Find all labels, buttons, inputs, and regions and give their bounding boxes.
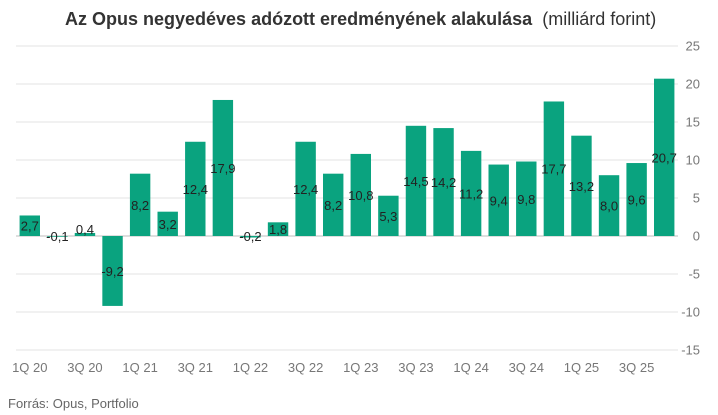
data-label: 8,2 bbox=[324, 198, 342, 213]
bar bbox=[295, 141, 316, 236]
chart-title-main: Az Opus negyedéves adózott eredményének … bbox=[65, 9, 533, 29]
x-tick-label: 1Q 21 bbox=[122, 360, 157, 375]
x-tick-label: 3Q 24 bbox=[509, 360, 544, 375]
y-tick-label: 5 bbox=[693, 191, 700, 206]
data-label: 12,4 bbox=[293, 182, 318, 197]
x-tick-label: 1Q 22 bbox=[233, 360, 268, 375]
x-tick-label: 1Q 24 bbox=[453, 360, 488, 375]
bars bbox=[19, 78, 675, 306]
y-tick-label: 0 bbox=[693, 229, 700, 244]
data-label: -0,2 bbox=[239, 229, 261, 244]
x-tick-label: 3Q 21 bbox=[178, 360, 213, 375]
bar bbox=[212, 99, 234, 237]
bar bbox=[185, 141, 206, 236]
data-label: 14,2 bbox=[431, 175, 456, 190]
y-tick-label: 20 bbox=[686, 77, 700, 92]
bar bbox=[405, 125, 427, 236]
data-label: 9,8 bbox=[517, 192, 535, 207]
bar bbox=[267, 222, 289, 236]
bar bbox=[460, 150, 482, 236]
data-label: 9,4 bbox=[490, 193, 508, 208]
bar bbox=[543, 101, 565, 236]
x-tick-label: 3Q 23 bbox=[398, 360, 433, 375]
bar bbox=[240, 236, 261, 238]
data-label: 8,0 bbox=[600, 199, 618, 214]
data-labels: 2,7-0,1 0,4-9,28,23,212,417,9-0,2 1,812,48… bbox=[21, 150, 677, 279]
chart-title-unit: (milliárd forint) bbox=[542, 9, 656, 29]
bar bbox=[516, 161, 537, 236]
data-label: 9,6 bbox=[628, 193, 646, 208]
x-tick-label: 3Q 22 bbox=[288, 360, 323, 375]
data-label: 5,3 bbox=[379, 209, 397, 224]
x-tick-label: 1Q 25 bbox=[564, 360, 599, 375]
x-tick-label: 1Q 23 bbox=[343, 360, 378, 375]
data-label: 0,4 bbox=[76, 222, 94, 237]
data-label: 17,9 bbox=[210, 161, 235, 176]
bar bbox=[598, 175, 620, 236]
bar bbox=[323, 173, 344, 236]
bar bbox=[378, 195, 399, 236]
data-label: 2,7 bbox=[21, 219, 39, 234]
data-label: 13,2 bbox=[569, 179, 594, 194]
y-tick-label: -5 bbox=[688, 267, 700, 282]
gridlines bbox=[16, 45, 678, 351]
bar bbox=[350, 153, 371, 236]
bar bbox=[488, 164, 509, 236]
chart-title: Az Opus negyedéves adózott eredményének … bbox=[65, 9, 656, 29]
bar bbox=[571, 135, 592, 236]
data-label: -0,1 bbox=[46, 229, 68, 244]
data-label: 10,8 bbox=[348, 188, 373, 203]
bar bbox=[626, 163, 647, 236]
source-note: Forrás: Opus, Portfolio bbox=[8, 396, 139, 411]
bar bbox=[74, 232, 96, 236]
x-tick-label: 3Q 25 bbox=[619, 360, 654, 375]
bar bbox=[102, 236, 123, 306]
y-tick-label: 10 bbox=[686, 153, 700, 168]
y-tick-label: -10 bbox=[681, 305, 700, 320]
data-label: 14,5 bbox=[403, 174, 428, 189]
data-label: 11,2 bbox=[459, 186, 483, 201]
data-label: 1,8 bbox=[269, 222, 287, 237]
x-axis: 1Q 20 3Q 20 1Q 21 3Q 21 1Q 22 3Q 22 1Q 23 3Q 23… bbox=[12, 360, 654, 375]
y-tick-label: 15 bbox=[686, 115, 700, 130]
x-tick-label: 1Q 20 bbox=[12, 360, 47, 375]
y-tick-label: 25 bbox=[686, 39, 700, 54]
data-label: 17,7 bbox=[541, 162, 566, 177]
bar bbox=[19, 215, 40, 236]
y-axis: 25 20 15 10 5 0 -5 -10 -15 bbox=[681, 39, 700, 358]
bar bbox=[654, 78, 675, 237]
data-label: 3,2 bbox=[159, 217, 177, 232]
bar bbox=[157, 211, 178, 236]
data-label: 20,7 bbox=[652, 150, 677, 165]
data-label: 12,4 bbox=[183, 182, 208, 197]
bar bbox=[433, 128, 454, 236]
x-tick-label: 3Q 20 bbox=[67, 360, 102, 375]
y-tick-label: -15 bbox=[681, 343, 700, 358]
bar bbox=[129, 173, 151, 236]
bar bbox=[47, 236, 68, 237]
data-label: -9,2 bbox=[101, 264, 123, 279]
data-label: 8,2 bbox=[131, 198, 149, 213]
